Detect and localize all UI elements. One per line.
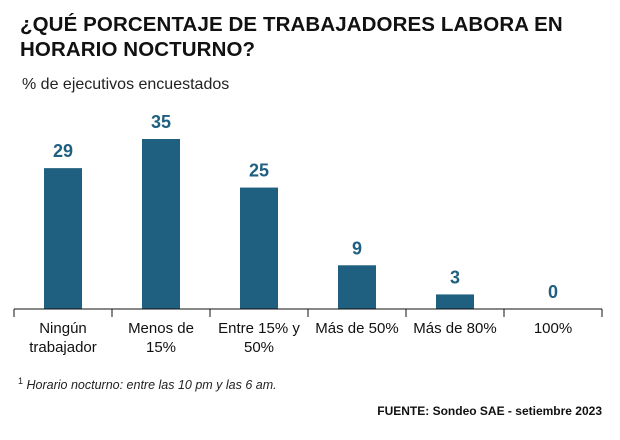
category-label-5: 100% <box>534 320 572 337</box>
bar-0 <box>44 168 82 309</box>
bar-3 <box>338 265 376 309</box>
category-label-0-line-0: Ningún <box>39 320 87 337</box>
category-label-0-line-1: trabajador <box>29 339 97 356</box>
footnote-marker: 1 <box>18 376 24 386</box>
category-label-1-line-1: 15% <box>146 339 176 356</box>
category-label-2-line-1: 50% <box>244 339 274 356</box>
bar-4 <box>436 294 474 309</box>
category-label-2-line-0: Entre 15% y <box>218 320 300 337</box>
data-label-2: 25 <box>249 161 269 181</box>
data-label-1: 35 <box>151 112 171 132</box>
category-label-4: Más de 80% <box>413 320 496 337</box>
footnote: 1 Horario nocturno: entre las 10 pm y la… <box>18 376 277 392</box>
data-label-3: 9 <box>352 238 362 258</box>
data-label-5: 0 <box>548 282 558 302</box>
data-label-0: 29 <box>53 141 73 161</box>
chart-title: ¿QUÉ PORCENTAJE DE TRABAJADORES LABORA E… <box>20 13 563 61</box>
chart-subtitle: % de ejecutivos encuestados <box>22 76 230 93</box>
data-label-4: 3 <box>450 267 460 287</box>
footnote-text: Horario nocturno: entre las 10 pm y las … <box>26 378 277 393</box>
bar-1 <box>142 139 180 309</box>
category-label-3: Más de 50% <box>315 320 398 337</box>
category-label-1-line-0: Menos de <box>128 320 194 337</box>
source-note: FUENTE: Sondeo SAE - setiembre 2023 <box>377 404 602 418</box>
bar-2 <box>240 187 278 309</box>
